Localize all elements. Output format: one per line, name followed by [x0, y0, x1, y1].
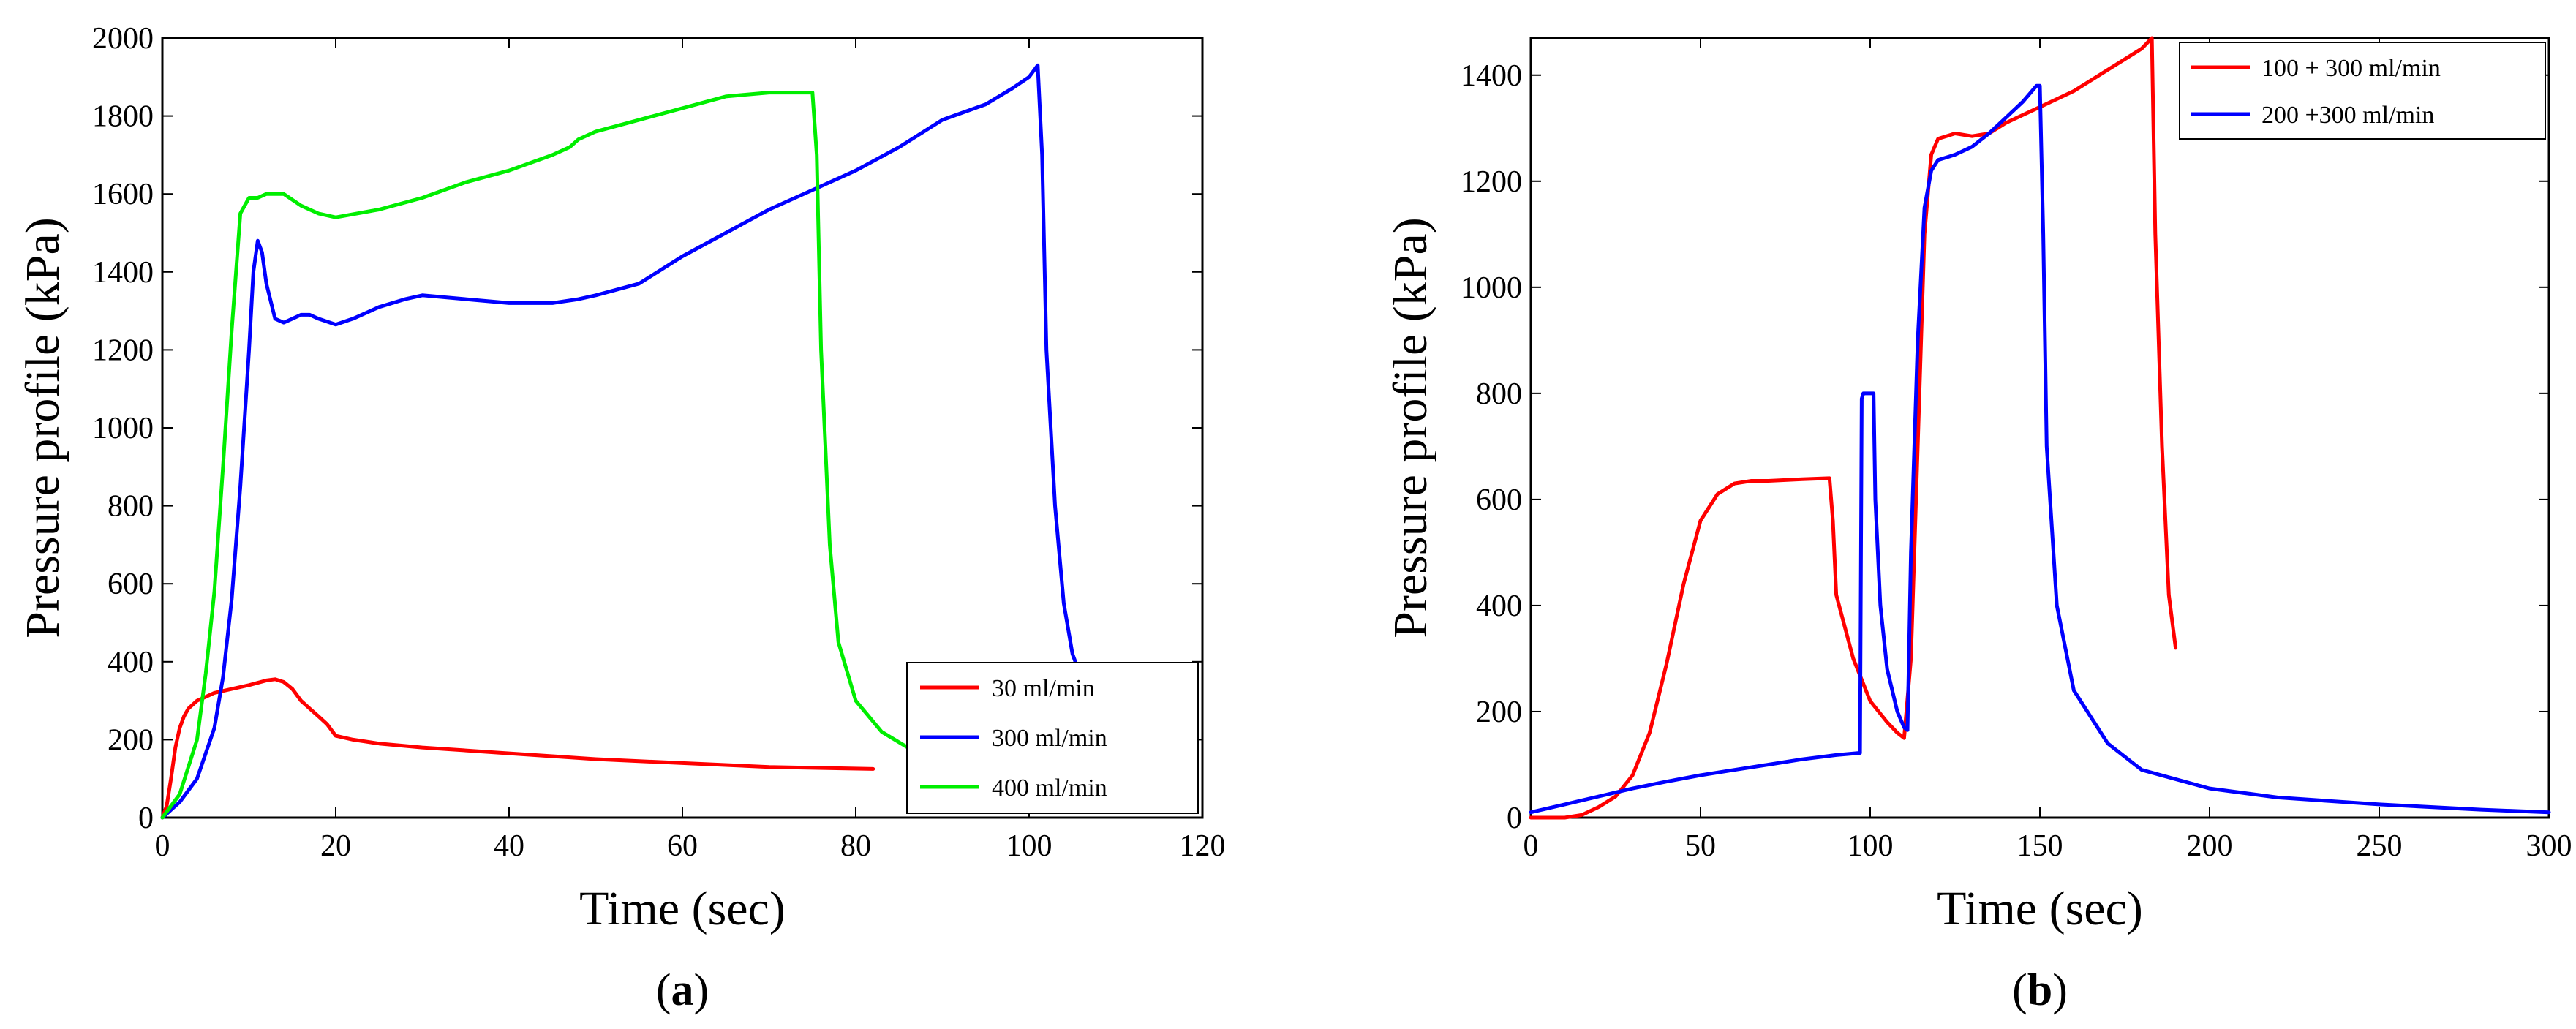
panel-a-y-tick-label: 600	[108, 568, 154, 601]
panel-b-plot-frame	[1529, 37, 2550, 819]
panel-a-y-tick-label: 800	[108, 490, 154, 524]
panel-b: 0 50 100 150 200 250 300 0 200 400 600 800 1000 1200 1…	[1384, 36, 2572, 1015]
panel-b-y-axis-label: Pressure profile (kPa)	[1384, 217, 1437, 638]
panel-b-x-tick-label: 250	[2357, 829, 2403, 863]
panel-b-x-axis-label: Time (sec)	[1937, 882, 2143, 935]
panel-a-x-tick-label: 0	[155, 829, 170, 863]
panel-b-x-tick-label: 200	[2187, 829, 2233, 863]
panel-b-y-tick-label: 800	[1476, 377, 1522, 411]
panel-b-legend-box	[2179, 42, 2546, 140]
panel-b-legend-label-200-300: 200 +300 ml/min	[2261, 102, 2434, 129]
panel-a-x-tick-label: 100	[1006, 829, 1052, 863]
panel-b-x-tick-label: 300	[2526, 829, 2572, 863]
panel-a-y-tick-label: 1600	[92, 178, 154, 211]
panel-b-x-tick-label: 0	[1524, 829, 1539, 863]
panel-b-y-tick-label: 600	[1476, 483, 1522, 517]
panel-a-x-tick-label: 40	[494, 829, 524, 863]
panel-b-legend: 100 + 300 ml/min 200 +300 ml/min	[2179, 42, 2546, 140]
panel-a-legend-label-30: 30 ml/min	[992, 675, 1095, 702]
panel-b-ticks: 0 50 100 150 200 250 300 0 200 400 600 800 1000 1200 1…	[1461, 38, 2572, 863]
panel-a-x-tick-label: 60	[667, 829, 698, 863]
panel-a-legend: 30 ml/min 300 ml/min 400 ml/min	[906, 662, 1199, 814]
panel-a-series-line-0	[160, 677, 875, 820]
panel-a-y-tick-label: 1800	[92, 100, 154, 134]
panel-b-y-tick-label: 200	[1476, 696, 1522, 729]
panel-a-x-axis-label: Time (sec)	[579, 882, 786, 935]
panel-a-y-tick-label: 400	[108, 646, 154, 679]
panel-a-caption-letter: a	[671, 965, 694, 1015]
panel-b-series-line-1	[1529, 83, 2551, 815]
panel-b-legend-label-100-300: 100 + 300 ml/min	[2261, 55, 2441, 82]
panel-b-x-tick-label: 150	[2017, 829, 2063, 863]
panel-b-x-tick-label: 100	[1848, 829, 1894, 863]
panel-a-y-tick-label: 2000	[92, 22, 154, 56]
panel-b-y-tick-label: 1000	[1461, 271, 1522, 305]
panel-a-series-line-2	[160, 91, 936, 820]
panel-a: 0 20 40 60 80 100 1200200400600800100012001400…	[16, 22, 1226, 1015]
panel-a-y-tick-label: 0	[138, 802, 154, 835]
panel-a-x-tick-label: 120	[1180, 829, 1226, 863]
panel-b-series-line-0	[1529, 36, 2178, 820]
panel-a-y-tick-label: 1400	[92, 256, 154, 290]
panel-b-y-tick-label: 1400	[1461, 59, 1522, 93]
panel-b-y-tick-label: 1200	[1461, 165, 1522, 199]
panel-a-legend-label-400: 400 ml/min	[992, 774, 1107, 802]
panel-a-y-tick-label: 1200	[92, 333, 154, 367]
panel-a-y-tick-label: 1000	[92, 412, 154, 445]
panel-b-x-tick-label: 50	[1685, 829, 1716, 863]
panel-a-x-tick-label: 80	[840, 829, 871, 863]
panel-b-caption: (b)	[2012, 965, 2068, 1015]
panel-a-lines	[160, 63, 1083, 820]
panel-a-series-line-1	[160, 63, 1083, 820]
panel-b-lines	[1529, 36, 2551, 820]
panel-b-y-tick-label: 0	[1507, 802, 1522, 835]
panel-a-caption: (a)	[656, 965, 709, 1015]
panel-a-x-tick-label: 20	[320, 829, 351, 863]
panel-a-legend-label-300: 300 ml/min	[992, 725, 1107, 752]
panel-b-y-tick-label: 400	[1476, 589, 1522, 623]
panel-a-ticks: 0 20 40 60 80 100 1200200400600800100012001400…	[92, 22, 1226, 863]
panel-b-caption-letter: b	[2027, 965, 2052, 1015]
panel-a-y-tick-label: 200	[108, 723, 154, 757]
panel-a-y-axis-label: Pressure profile (kPa)	[16, 217, 69, 638]
